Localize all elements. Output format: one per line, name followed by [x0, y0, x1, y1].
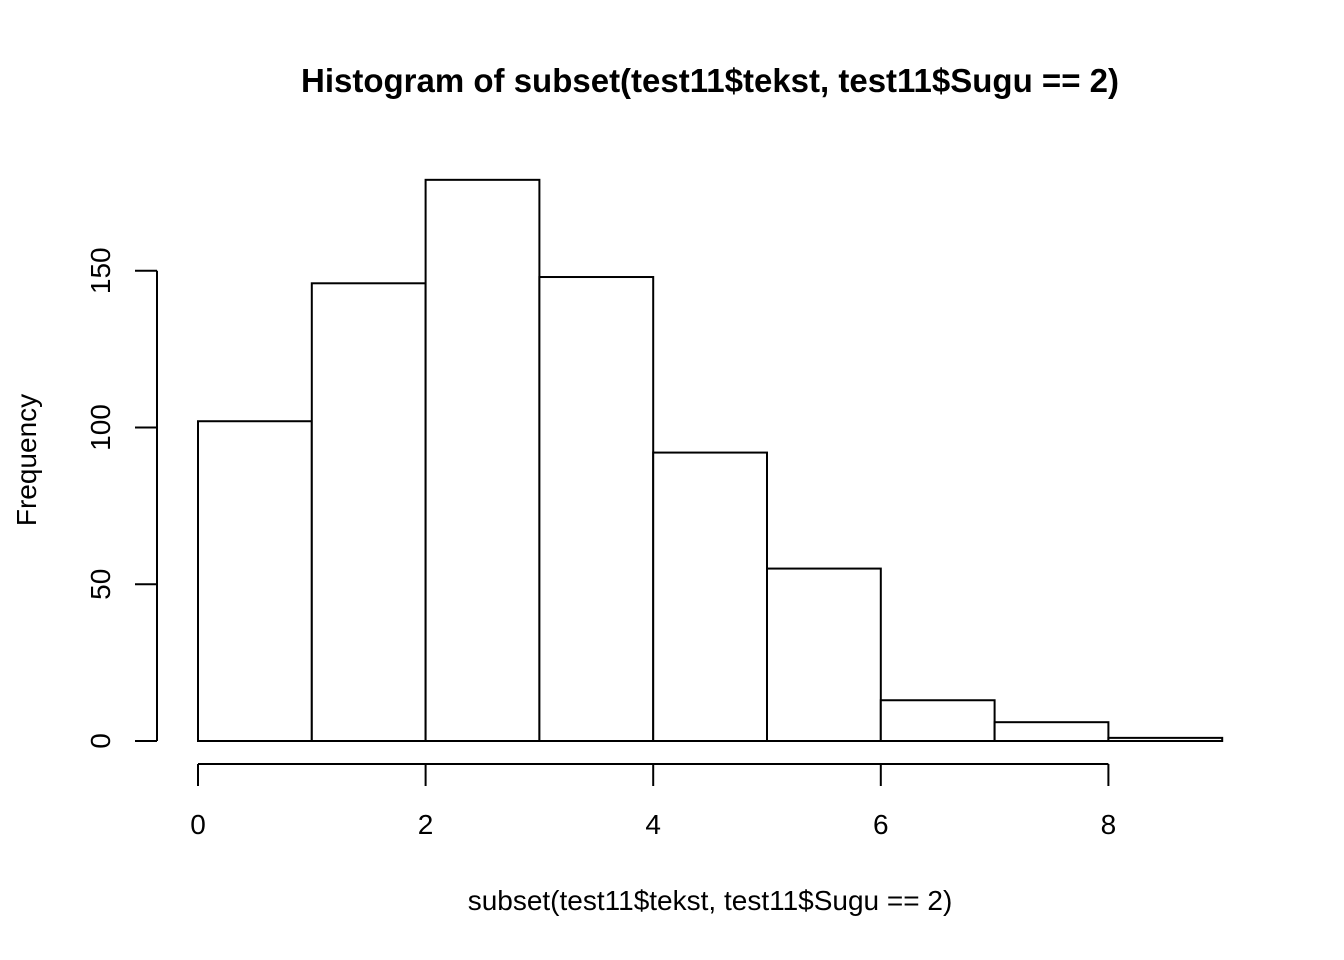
histogram-bar: [879, 699, 996, 742]
x-tick-label: 8: [1101, 809, 1117, 840]
histogram-bar: [652, 451, 769, 742]
histogram-bar: [1107, 736, 1224, 742]
chart-title: Histogram of subset(test11$tekst, test11…: [301, 62, 1119, 99]
histogram-bar: [538, 276, 655, 742]
y-axis: 0 50 100 150: [85, 247, 158, 749]
y-axis-label: Frequency: [11, 394, 42, 526]
x-tick-label: 4: [645, 809, 661, 840]
y-tick-label: 50: [85, 569, 116, 600]
histogram-bar: [197, 420, 313, 742]
y-tick-label: 0: [85, 733, 116, 749]
histogram-bar: [424, 178, 541, 742]
x-tick-label: 0: [190, 809, 206, 840]
histogram-bar: [766, 567, 882, 743]
x-axis: 0 2 4 6 8: [190, 763, 1117, 840]
y-tick-label: 150: [85, 247, 116, 294]
histogram-bar: [993, 721, 1110, 743]
x-axis-label: subset(test11$tekst, test11$Sugu == 2): [468, 885, 953, 916]
x-tick-label: 2: [418, 809, 434, 840]
y-tick-label: 100: [85, 404, 116, 451]
histogram-bar: [310, 282, 427, 742]
bars-group: [197, 178, 1224, 743]
x-tick-label: 6: [873, 809, 889, 840]
